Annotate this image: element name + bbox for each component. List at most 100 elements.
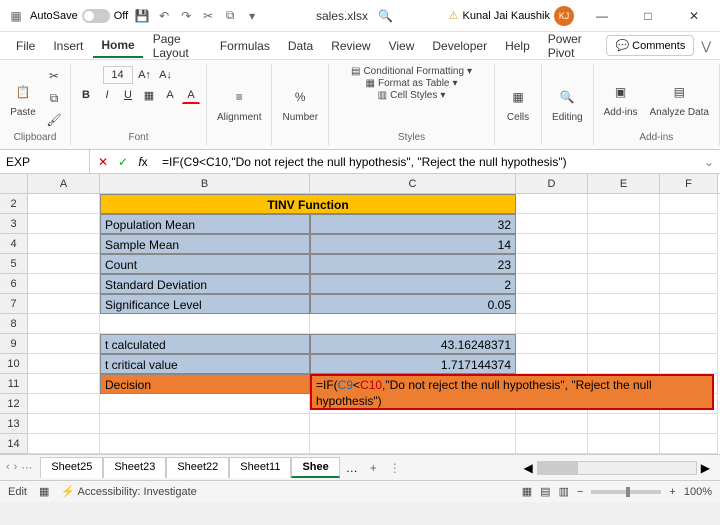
fill-color-icon[interactable]: A xyxy=(161,86,179,104)
font-color-icon[interactable]: A xyxy=(182,86,200,104)
cell[interactable] xyxy=(660,214,718,234)
cell[interactable] xyxy=(28,334,100,354)
cell[interactable] xyxy=(588,434,660,454)
cut-icon[interactable]: ✂ xyxy=(200,8,216,24)
cell[interactable] xyxy=(660,434,718,454)
menu-power-pivot[interactable]: Power Pivot xyxy=(540,28,603,64)
cell[interactable] xyxy=(660,234,718,254)
cell[interactable] xyxy=(28,214,100,234)
cell[interactable] xyxy=(660,354,718,374)
cell[interactable] xyxy=(516,234,588,254)
cell[interactable] xyxy=(310,434,516,454)
border-icon[interactable]: ▦ xyxy=(140,86,158,104)
menu-developer[interactable]: Developer xyxy=(424,35,495,57)
cell-styles-button[interactable]: ▥Cell Styles ▾ xyxy=(378,90,446,101)
tab-next-icon[interactable]: › xyxy=(14,461,18,474)
file-name[interactable]: sales.xlsx xyxy=(316,9,368,23)
cell[interactable] xyxy=(516,274,588,294)
label-cell[interactable]: t critical value xyxy=(100,354,310,374)
sheet-tab-sheet23[interactable]: Sheet23 xyxy=(103,457,166,478)
zoom-slider[interactable] xyxy=(591,490,661,494)
paste-button[interactable]: 📋 Paste xyxy=(6,77,40,120)
tab-menu-icon[interactable]: ⋮ xyxy=(385,461,405,475)
cell[interactable] xyxy=(516,434,588,454)
cell[interactable] xyxy=(516,254,588,274)
bold-button[interactable]: B xyxy=(77,86,95,104)
cell[interactable] xyxy=(516,334,588,354)
label-cell[interactable]: Sample Mean xyxy=(100,234,310,254)
sheet-tab-sheet11[interactable]: Sheet11 xyxy=(229,457,291,478)
column-header-F[interactable]: F xyxy=(660,174,718,193)
zoom-out-button[interactable]: − xyxy=(577,486,583,498)
label-cell[interactable]: Significance Level xyxy=(100,294,310,314)
label-cell[interactable]: Population Mean xyxy=(100,214,310,234)
cell[interactable] xyxy=(516,294,588,314)
cell[interactable] xyxy=(588,314,660,334)
column-header-A[interactable]: A xyxy=(28,174,100,193)
zoom-level[interactable]: 100% xyxy=(684,486,712,498)
cell[interactable] xyxy=(516,214,588,234)
cell[interactable] xyxy=(28,294,100,314)
tinv-banner[interactable]: TINV Function xyxy=(100,194,516,214)
column-header-D[interactable]: D xyxy=(516,174,588,193)
formula-input[interactable]: =IF(C9<C10,"Do not reject the null hypot… xyxy=(156,155,698,169)
column-header-E[interactable]: E xyxy=(588,174,660,193)
select-all-corner[interactable] xyxy=(0,174,28,193)
conditional-formatting-button[interactable]: ▤Conditional Formatting ▾ xyxy=(351,66,472,77)
cell[interactable] xyxy=(516,314,588,334)
cell[interactable] xyxy=(516,414,588,434)
expand-formula-bar-icon[interactable]: ⌄ xyxy=(698,155,720,169)
row-header-6[interactable]: 6 xyxy=(0,274,28,294)
sheet-tab-shee[interactable]: Shee xyxy=(291,457,339,478)
column-header-B[interactable]: B xyxy=(100,174,310,193)
share-icon[interactable]: ⋁ xyxy=(700,38,712,54)
sheet-tab-sheet25[interactable]: Sheet25 xyxy=(40,457,103,478)
row-header-9[interactable]: 9 xyxy=(0,334,28,354)
analyze-data-button[interactable]: ▤Analyze Data xyxy=(646,77,713,120)
undo-icon[interactable]: ↶ xyxy=(156,8,172,24)
menu-file[interactable]: File xyxy=(8,35,43,57)
cell[interactable] xyxy=(28,394,100,414)
comments-button[interactable]: 💬 Comments xyxy=(606,35,694,56)
copy-icon[interactable]: ⧉ xyxy=(222,8,238,24)
cell[interactable] xyxy=(588,294,660,314)
cell[interactable] xyxy=(588,274,660,294)
column-header-C[interactable]: C xyxy=(310,174,516,193)
cell[interactable] xyxy=(516,354,588,374)
cell[interactable] xyxy=(660,334,718,354)
cell[interactable] xyxy=(28,314,100,334)
stats-icon[interactable]: ▦ xyxy=(39,485,49,498)
add-sheet-button[interactable]: + xyxy=(364,461,383,475)
value-cell[interactable]: 1.717144374 xyxy=(310,354,516,374)
value-cell[interactable]: 14 xyxy=(310,234,516,254)
redo-icon[interactable]: ↷ xyxy=(178,8,194,24)
cells-button[interactable]: ▦Cells xyxy=(501,82,535,125)
decision-label[interactable]: Decision xyxy=(100,374,310,394)
cell[interactable] xyxy=(28,354,100,374)
accessibility-status[interactable]: ⚡ Accessibility: Investigate xyxy=(61,485,196,498)
menu-home[interactable]: Home xyxy=(93,34,142,58)
cell[interactable] xyxy=(100,314,310,334)
cell[interactable] xyxy=(100,414,310,434)
value-cell[interactable]: 0.05 xyxy=(310,294,516,314)
cut-icon[interactable]: ✂ xyxy=(44,66,64,86)
autosave-toggle[interactable]: AutoSave Off xyxy=(30,9,128,23)
minimize-button[interactable]: — xyxy=(584,2,620,30)
alignment-button[interactable]: ≡Alignment xyxy=(213,82,265,125)
tab-more-icon[interactable]: ⋯ xyxy=(21,461,32,474)
toggle-switch[interactable] xyxy=(82,9,110,23)
addins-button[interactable]: ▣Add-ins xyxy=(600,77,642,120)
cell[interactable] xyxy=(660,314,718,334)
spreadsheet-grid[interactable]: ABCDEF 2TINV Function3Population Mean324… xyxy=(0,174,720,454)
menu-page-layout[interactable]: Page Layout xyxy=(145,28,210,64)
horizontal-scrollbar[interactable]: ◀ ▶ xyxy=(407,461,714,475)
font-size-input[interactable]: 14 xyxy=(103,66,133,84)
row-header-2[interactable]: 2 xyxy=(0,194,28,214)
row-header-14[interactable]: 14 xyxy=(0,434,28,454)
search-icon[interactable]: 🔍 xyxy=(378,9,393,23)
cell[interactable] xyxy=(28,374,100,394)
cell[interactable] xyxy=(588,414,660,434)
tab-prev-icon[interactable]: ‹ xyxy=(6,461,10,474)
maximize-button[interactable]: □ xyxy=(630,2,666,30)
row-header-13[interactable]: 13 xyxy=(0,414,28,434)
